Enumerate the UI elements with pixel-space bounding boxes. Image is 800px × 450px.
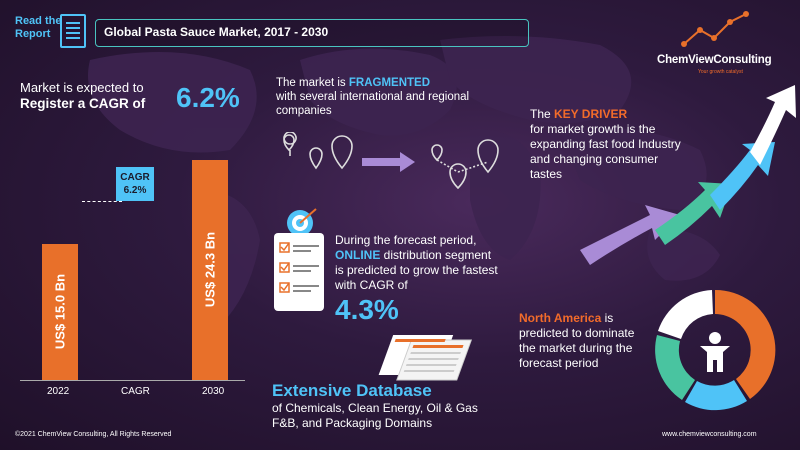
north-america-text: North America is predicted to dominate t… <box>519 311 649 371</box>
growth-arrows-icon <box>580 85 796 265</box>
cagr-box-line1: CAGR <box>120 172 150 183</box>
bar-label-2030: US$ 24.3 Bn <box>202 231 218 308</box>
logo-tagline: Your growth catalyst <box>698 69 743 75</box>
region-donut-chart <box>655 289 776 411</box>
fragmented-highlight: FRAGMENTED <box>348 77 430 89</box>
online-line1: During the forecast period, <box>335 233 477 247</box>
online-highlight: ONLINE <box>335 248 381 262</box>
checklist-target-icon <box>274 208 324 311</box>
driver-pre: The <box>530 107 555 121</box>
read-report-line1: Read the <box>15 15 62 27</box>
report-document-icon[interactable] <box>60 14 86 48</box>
read-report-line2: Report <box>15 28 51 40</box>
x-tick-2022: 2022 <box>47 386 70 397</box>
x-tick-2030: 2030 <box>202 386 225 397</box>
cagr-line2: Register a CAGR of <box>20 96 146 111</box>
cagr-value: 6.2% <box>176 82 240 113</box>
page-title: Global Pasta Sauce Market, 2017 - 2030 <box>104 25 329 39</box>
bar-2022: US$ 15.0 Bn <box>42 244 78 380</box>
online-rest2: is predicted to grow the fastest <box>335 263 498 277</box>
logo-name: ChemViewConsulting <box>657 54 772 66</box>
title-bar: Global Pasta Sauce Market, 2017 - 2030 <box>95 19 529 47</box>
key-driver-text: The KEY DRIVER for market growth is the … <box>530 107 690 182</box>
database-line1: of Chemicals, Clean Energy, Oil & Gas <box>272 401 478 415</box>
fragmented-line3: companies <box>276 105 332 117</box>
cagr-dashed-connector <box>82 201 122 202</box>
na-rest2: predicted to dominate the market during … <box>519 326 635 370</box>
fragmented-pre: The market is <box>276 77 349 89</box>
location-pins-icon <box>283 132 499 190</box>
fragmented-line2: with several international and regional <box>276 91 470 103</box>
online-rest3: with CAGR of <box>335 278 408 292</box>
footer-copyright: ©2021 ChemView Consulting, All Rights Re… <box>15 431 172 438</box>
cagr-statement: Market is expected to Register a CAGR of <box>20 80 145 112</box>
chart-x-axis <box>20 380 245 381</box>
driver-highlight: KEY DRIVER <box>554 107 628 121</box>
database-line2: F&B, and Packaging Domains <box>272 416 433 430</box>
database-title: Extensive Database <box>272 381 432 400</box>
x-tick-cagr: CAGR <box>121 386 150 397</box>
bar-label-2022: US$ 15.0 Bn <box>52 274 68 350</box>
na-rest1: is <box>601 311 614 325</box>
cagr-box-line2: 6.2% <box>123 185 147 196</box>
cagr-line1: Market is expected to <box>20 80 144 95</box>
driver-rest: for market growth is the expanding fast … <box>530 122 681 181</box>
online-cagr-value: 4.3% <box>335 294 399 325</box>
cagr-label-box: CAGR 6.2% <box>116 167 154 201</box>
fragmented-text: The market is FRAGMENTED with several in… <box>276 76 506 118</box>
na-highlight: North America <box>519 311 602 325</box>
online-rest1: distribution segment <box>380 248 492 262</box>
footer-website-link[interactable]: www.chemviewconsulting.com <box>662 431 757 438</box>
read-the-report-link[interactable]: Read the Report <box>15 15 61 41</box>
database-documents-icon <box>378 335 473 381</box>
bar-2030: US$ 24.3 Bn <box>192 160 228 380</box>
growth-chart-logo-icon <box>681 11 749 47</box>
online-segment-text: During the forecast period, ONLINE distr… <box>335 233 505 293</box>
database-subtitle: of Chemicals, Clean Energy, Oil & Gas F&… <box>272 401 532 431</box>
